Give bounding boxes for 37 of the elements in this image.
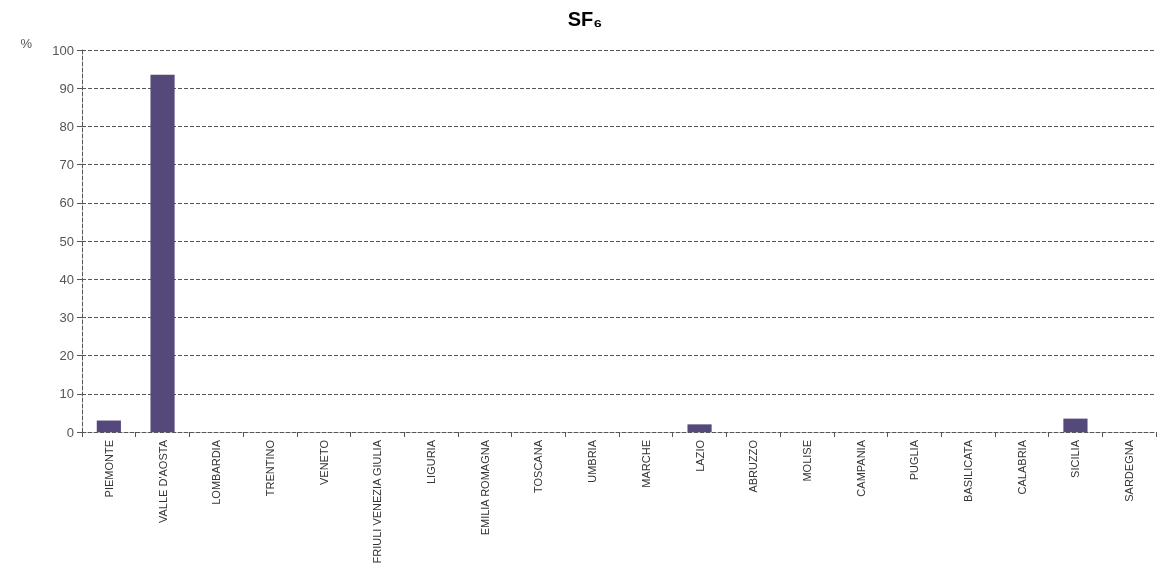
x-tick-label: MARCHE <box>639 440 652 488</box>
x-tick-label: LIGURIA <box>425 439 438 485</box>
bar <box>150 74 175 432</box>
x-tick-label: VENETO <box>317 439 330 486</box>
bar <box>687 424 712 432</box>
x-tick-label: LOMBARDIA <box>210 439 223 505</box>
x-tick-label: ABRUZZO <box>747 439 760 493</box>
bar <box>1063 418 1088 432</box>
chart-title: SF₆ <box>567 8 603 30</box>
x-tick-label: TOSCANA <box>532 439 545 493</box>
x-tick-label: BASILICATA <box>962 439 975 502</box>
x-tick-label: SICILIA <box>1069 439 1082 478</box>
x-tick-label: TRENTINO <box>263 439 276 497</box>
y-tick-label: 80 <box>59 118 74 134</box>
y-tick-label: 20 <box>59 348 74 364</box>
x-tick-label: EMILIA ROMAGNA <box>478 439 491 536</box>
y-tick-label: 30 <box>59 309 74 325</box>
y-tick-label: 60 <box>59 195 74 211</box>
x-tick-label: PUGLIA <box>908 439 921 481</box>
x-tick-label: CALABRIA <box>1015 439 1028 495</box>
y-tick-label: 100 <box>52 42 74 58</box>
y-tick-label: 10 <box>59 386 74 402</box>
x-tick-label: SARDEGNA <box>1123 439 1136 502</box>
x-tick-label: FRIULI VENEZIA GIULIA <box>371 439 384 564</box>
y-tick-label: 40 <box>59 271 74 287</box>
x-tick-label: PIEMONTE <box>102 440 115 498</box>
x-tick-label: LAZIO <box>693 439 706 472</box>
y-axis-title: % <box>20 36 33 51</box>
bar <box>96 420 121 432</box>
y-tick-label: 50 <box>59 233 74 249</box>
y-tick-label: 0 <box>66 424 74 440</box>
x-tick-label: VALLE D'AOSTA <box>156 439 169 523</box>
y-tick-label: 90 <box>59 80 74 96</box>
x-tick-label: MOLISE <box>800 440 813 482</box>
x-tick-label: CAMPANIA <box>854 439 867 497</box>
y-tick-label: 70 <box>59 157 74 173</box>
x-tick-label: UMBRIA <box>586 439 599 483</box>
